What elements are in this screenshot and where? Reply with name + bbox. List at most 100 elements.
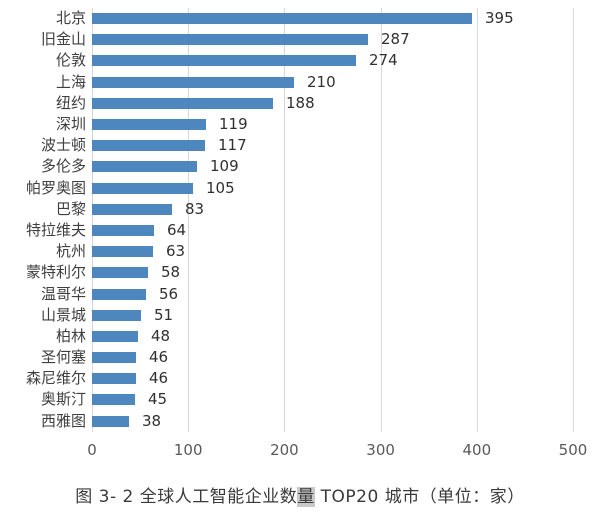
bar xyxy=(92,330,138,342)
category-label: 帕罗奥图 xyxy=(25,178,86,197)
bar-row: 深圳 119 xyxy=(0,114,600,135)
category-label: 伦敦 xyxy=(55,51,86,70)
x-tick-label: 400 xyxy=(462,441,492,459)
value-label: 64 xyxy=(167,220,187,239)
value-label: 210 xyxy=(307,72,336,91)
gridlines xyxy=(92,8,574,432)
bar xyxy=(92,161,197,173)
bar-row: 北京 395 xyxy=(0,8,600,29)
value-label: 287 xyxy=(381,30,410,49)
bar-row: 蒙特利尔 58 xyxy=(0,262,600,283)
value-label: 63 xyxy=(166,242,186,261)
category-label: 纽约 xyxy=(55,93,86,112)
category-label: 杭州 xyxy=(55,242,86,261)
bar-track: 83 xyxy=(92,199,600,220)
bar-rows: 北京 395 旧金山 287 伦敦 274 上海 210 纽约 188 深圳 119 波士顿 117 多伦多… xyxy=(0,8,600,432)
bar-row: 巴黎 83 xyxy=(0,199,600,220)
bar-row: 圣何塞 46 xyxy=(0,347,600,368)
category-label: 温哥华 xyxy=(40,284,86,303)
bar-row: 帕罗奥图 105 xyxy=(0,178,600,199)
gridline-0 xyxy=(92,8,93,432)
bar-row: 柏林 48 xyxy=(0,326,600,347)
bar xyxy=(92,309,141,321)
bar-track: 117 xyxy=(92,135,600,156)
x-tick-label: 200 xyxy=(270,441,299,459)
bar-track: 51 xyxy=(92,305,600,326)
bar xyxy=(92,119,206,131)
category-label: 柏林 xyxy=(55,326,86,345)
bar-chart: 北京 395 旧金山 287 伦敦 274 上海 210 纽约 188 深圳 119 波士顿 117 多伦多… xyxy=(0,8,600,461)
value-label: 395 xyxy=(485,9,514,28)
category-label: 深圳 xyxy=(55,115,86,134)
bar-row: 山景城 51 xyxy=(0,305,600,326)
category-label: 奥斯汀 xyxy=(40,390,86,409)
bar xyxy=(92,246,153,258)
bar-row: 森尼维尔 46 xyxy=(0,368,600,389)
bar-track: 46 xyxy=(92,347,600,368)
bar-track: 38 xyxy=(92,411,600,432)
bar-row: 杭州 63 xyxy=(0,241,600,262)
bar xyxy=(92,373,136,385)
bar-track: 395 xyxy=(92,8,600,29)
bar-row: 纽约 188 xyxy=(0,93,600,114)
bar-track: 109 xyxy=(92,156,600,177)
value-label: 56 xyxy=(159,284,179,303)
bar-track: 64 xyxy=(92,220,600,241)
value-label: 83 xyxy=(185,199,205,218)
bar-track: 63 xyxy=(92,241,600,262)
bar xyxy=(92,140,205,152)
value-label: 38 xyxy=(142,411,162,430)
category-label: 西雅图 xyxy=(40,411,86,430)
category-label: 旧金山 xyxy=(40,30,86,49)
bar-track: 56 xyxy=(92,283,600,304)
value-label: 117 xyxy=(218,136,247,155)
caption-highlight: 量 xyxy=(297,487,315,507)
bar-track: 48 xyxy=(92,326,600,347)
bar xyxy=(92,394,135,406)
bar-row: 上海 210 xyxy=(0,72,600,93)
caption-prefix: 图 3- 2 全球人工智能企业数 xyxy=(75,487,298,507)
bar xyxy=(92,203,172,215)
x-axis: 0 100 200 300 400 500 xyxy=(0,441,600,461)
bar-track: 287 xyxy=(92,29,600,50)
category-label: 巴黎 xyxy=(55,199,86,218)
bar-track: 188 xyxy=(92,93,600,114)
category-label: 北京 xyxy=(55,9,86,28)
bar xyxy=(92,97,273,109)
bar xyxy=(92,224,154,236)
bar xyxy=(92,34,368,46)
value-label: 58 xyxy=(161,263,181,282)
bar-track: 45 xyxy=(92,389,600,410)
value-label: 274 xyxy=(369,51,398,70)
value-label: 45 xyxy=(148,390,168,409)
bar-row: 旧金山 287 xyxy=(0,29,600,50)
gridline-300 xyxy=(380,8,382,432)
x-tick-label: 100 xyxy=(173,441,203,459)
x-tick-label: 300 xyxy=(366,441,395,459)
bar-track: 119 xyxy=(92,114,600,135)
bar xyxy=(92,415,129,427)
bar-track: 58 xyxy=(92,262,600,283)
x-tick-label: 500 xyxy=(558,441,588,459)
bar-track: 274 xyxy=(92,50,600,71)
category-label: 多伦多 xyxy=(40,157,86,176)
gridline-400 xyxy=(476,8,478,432)
bar xyxy=(92,55,356,67)
bar-row: 西雅图 38 xyxy=(0,411,600,432)
value-label: 119 xyxy=(219,115,248,134)
category-label: 圣何塞 xyxy=(40,348,86,367)
bar-row: 特拉维夫 64 xyxy=(0,220,600,241)
figure-caption: 图 3- 2 全球人工智能企业数量 TOP20 城市（单位：家） xyxy=(0,482,600,507)
value-label: 109 xyxy=(210,157,239,176)
bar xyxy=(92,352,136,364)
x-tick-label: 0 xyxy=(87,441,97,459)
caption-suffix: TOP20 城市（单位：家） xyxy=(314,487,525,507)
category-label: 波士顿 xyxy=(40,136,86,155)
gridline-500 xyxy=(573,8,574,432)
bar xyxy=(92,13,472,25)
bar-track: 105 xyxy=(92,178,600,199)
value-label: 46 xyxy=(149,348,169,367)
bar xyxy=(92,76,294,88)
bar-row: 多伦多 109 xyxy=(0,156,600,177)
category-label: 蒙特利尔 xyxy=(25,263,86,282)
